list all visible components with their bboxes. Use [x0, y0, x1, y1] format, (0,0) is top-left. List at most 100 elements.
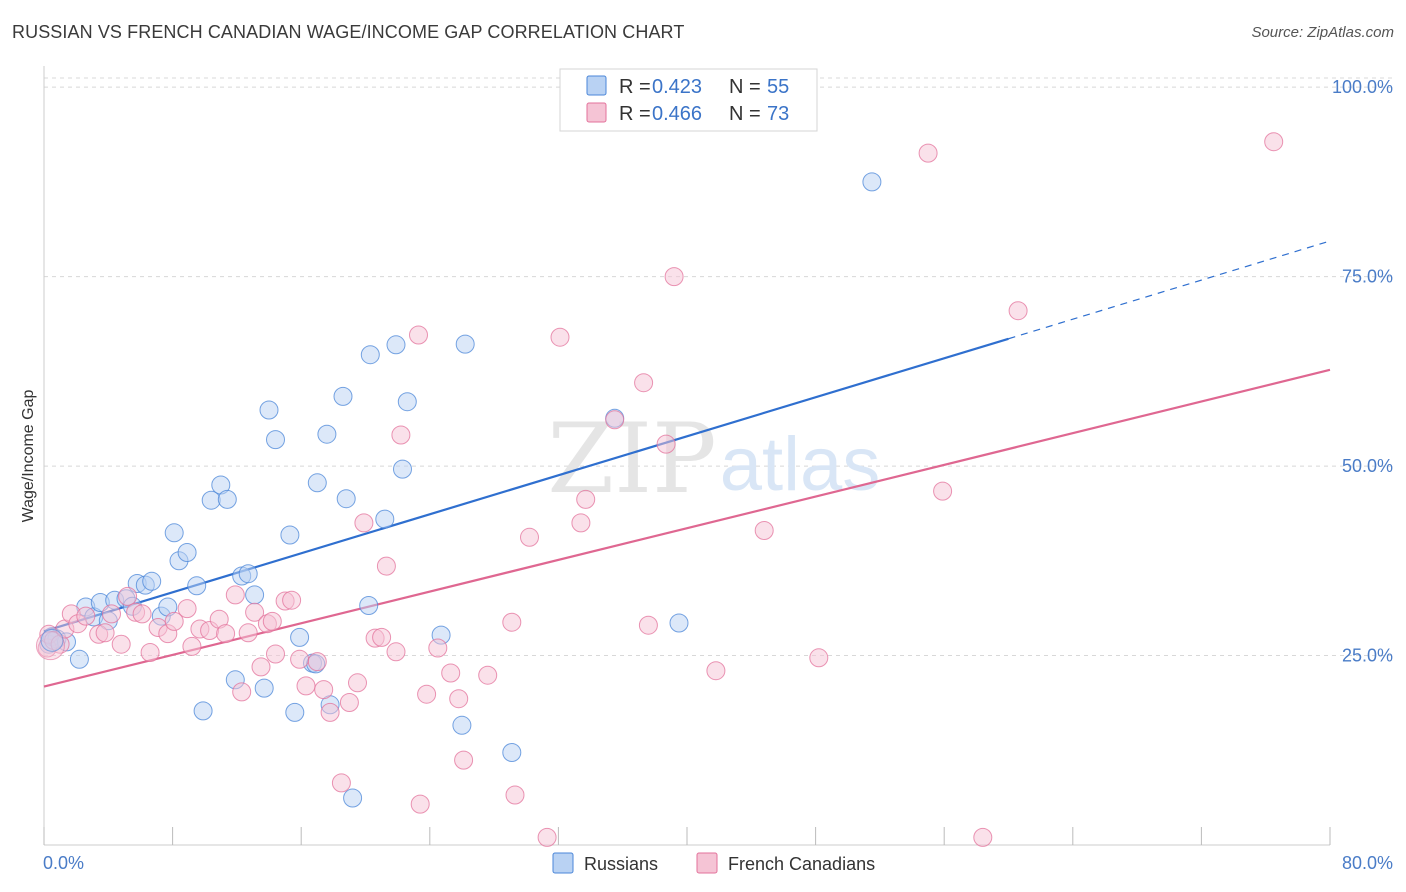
russian-point-4 [69, 649, 89, 669]
french-point-47 [386, 642, 406, 662]
french-point-36 [296, 676, 316, 696]
french-point-60 [537, 827, 557, 847]
russian-point-48 [397, 392, 417, 412]
french-point-72 [918, 143, 938, 163]
russian-point-40 [333, 386, 353, 406]
series-legend-label-russians: Russians [584, 854, 658, 874]
russian-point-44 [360, 345, 380, 365]
french-point-75 [1008, 301, 1028, 321]
french-point-74 [973, 827, 993, 847]
french-point-54 [449, 689, 469, 709]
x-tick-label-1: 80.0% [1342, 853, 1393, 873]
russian-point-32 [280, 525, 300, 545]
french-point-55 [454, 750, 474, 770]
y-tick-label-0: 25.0% [1342, 646, 1393, 666]
french-point-42 [348, 673, 367, 693]
russian-point-31 [266, 430, 285, 450]
y-axis-label: Wage/Income Gap [20, 390, 37, 523]
legend-swatch-russians [586, 75, 607, 96]
x-tick-label-0: 0.0% [43, 853, 84, 873]
french-point-68 [664, 267, 684, 287]
french-point-19 [177, 599, 197, 619]
legend-n-value-french: 73 [767, 103, 789, 125]
french-point-49 [409, 325, 428, 345]
points [35, 132, 1284, 847]
russians-trendline-projection [1008, 240, 1331, 340]
legend-n-label-russians: N = [729, 76, 761, 98]
french-point-12 [118, 586, 138, 606]
y-tick-label-2: 75.0% [1342, 267, 1393, 287]
french-trendline [43, 368, 1331, 688]
russian-point-20 [187, 576, 207, 596]
russian-point-42 [343, 788, 363, 808]
legend-swatch-french [586, 102, 607, 123]
french-point-48 [391, 425, 411, 445]
russian-point-45 [375, 509, 395, 529]
russian-point-21 [193, 701, 213, 721]
french-point-53 [441, 663, 461, 683]
french-point-66 [638, 615, 658, 635]
russian-point-46 [386, 335, 406, 355]
french-point-50 [410, 794, 430, 814]
french-point-35 [290, 649, 310, 669]
french-point-20 [182, 636, 202, 656]
french-point-9 [95, 623, 115, 643]
axis-labels: 25.0% 50.0% 75.0% 100.0% 0.0% 80.0% Wage/Incom… [20, 77, 1393, 873]
french-point-67 [656, 434, 676, 454]
french-point-26 [232, 682, 252, 702]
russian-point-30 [259, 400, 279, 420]
french-point-62 [571, 513, 591, 533]
french-point-39 [320, 702, 340, 722]
russian-cluster-point [40, 628, 64, 652]
french-point-65 [634, 373, 654, 393]
french-point-18 [164, 611, 184, 631]
french-point-56 [478, 665, 498, 685]
french-point-32 [266, 644, 285, 664]
french-point-25 [225, 585, 245, 605]
russian-point-55 [862, 172, 882, 192]
french-point-73 [933, 481, 953, 501]
french-point-10 [102, 604, 121, 624]
russian-point-14 [142, 571, 162, 591]
french-point-34 [282, 590, 302, 610]
russian-point-37 [307, 473, 327, 493]
french-point-14 [132, 604, 152, 624]
russian-point-19 [177, 543, 197, 562]
french-point-45 [372, 627, 392, 647]
legend-r-label-russians: R = [619, 76, 651, 98]
french-point-37 [307, 652, 327, 672]
y-tick-label-1: 50.0% [1342, 456, 1393, 476]
french-point-64 [605, 410, 625, 430]
french-point-46 [376, 556, 396, 576]
legend-r-label-french: R = [619, 103, 651, 125]
french-point-63 [576, 489, 596, 509]
stats-legend: R = 0.423 N = 55 R = 0.466 N = 73 [559, 68, 818, 132]
series-legend-swatch-russians [552, 852, 574, 874]
russian-point-24 [217, 489, 237, 509]
watermark: ZIP atlas [547, 403, 880, 515]
french-point-76 [1264, 132, 1284, 152]
watermark-zip: ZIP [547, 403, 716, 515]
russian-point-17 [164, 523, 184, 543]
french-point-52 [428, 638, 448, 658]
french-point-41 [339, 693, 359, 712]
russian-point-52 [502, 743, 522, 762]
russian-point-43 [359, 596, 379, 615]
russian-point-51 [452, 715, 472, 735]
french-cluster-point [35, 631, 65, 661]
series-legend-label-french: French Canadians [728, 854, 875, 874]
french-point-61 [550, 327, 570, 347]
french-point-70 [754, 521, 774, 540]
chart-source: Source: ZipAtlas.com [1251, 24, 1394, 41]
french-point-24 [216, 624, 236, 644]
french-point-31 [262, 611, 282, 631]
russian-point-41 [336, 489, 356, 509]
russian-point-27 [238, 564, 258, 584]
legend-r-value-french: 0.466 [652, 103, 702, 125]
french-point-29 [251, 657, 271, 677]
russian-point-47 [393, 459, 412, 479]
russian-point-28 [245, 585, 265, 605]
russian-point-50 [455, 334, 475, 354]
french-point-27 [238, 623, 258, 643]
